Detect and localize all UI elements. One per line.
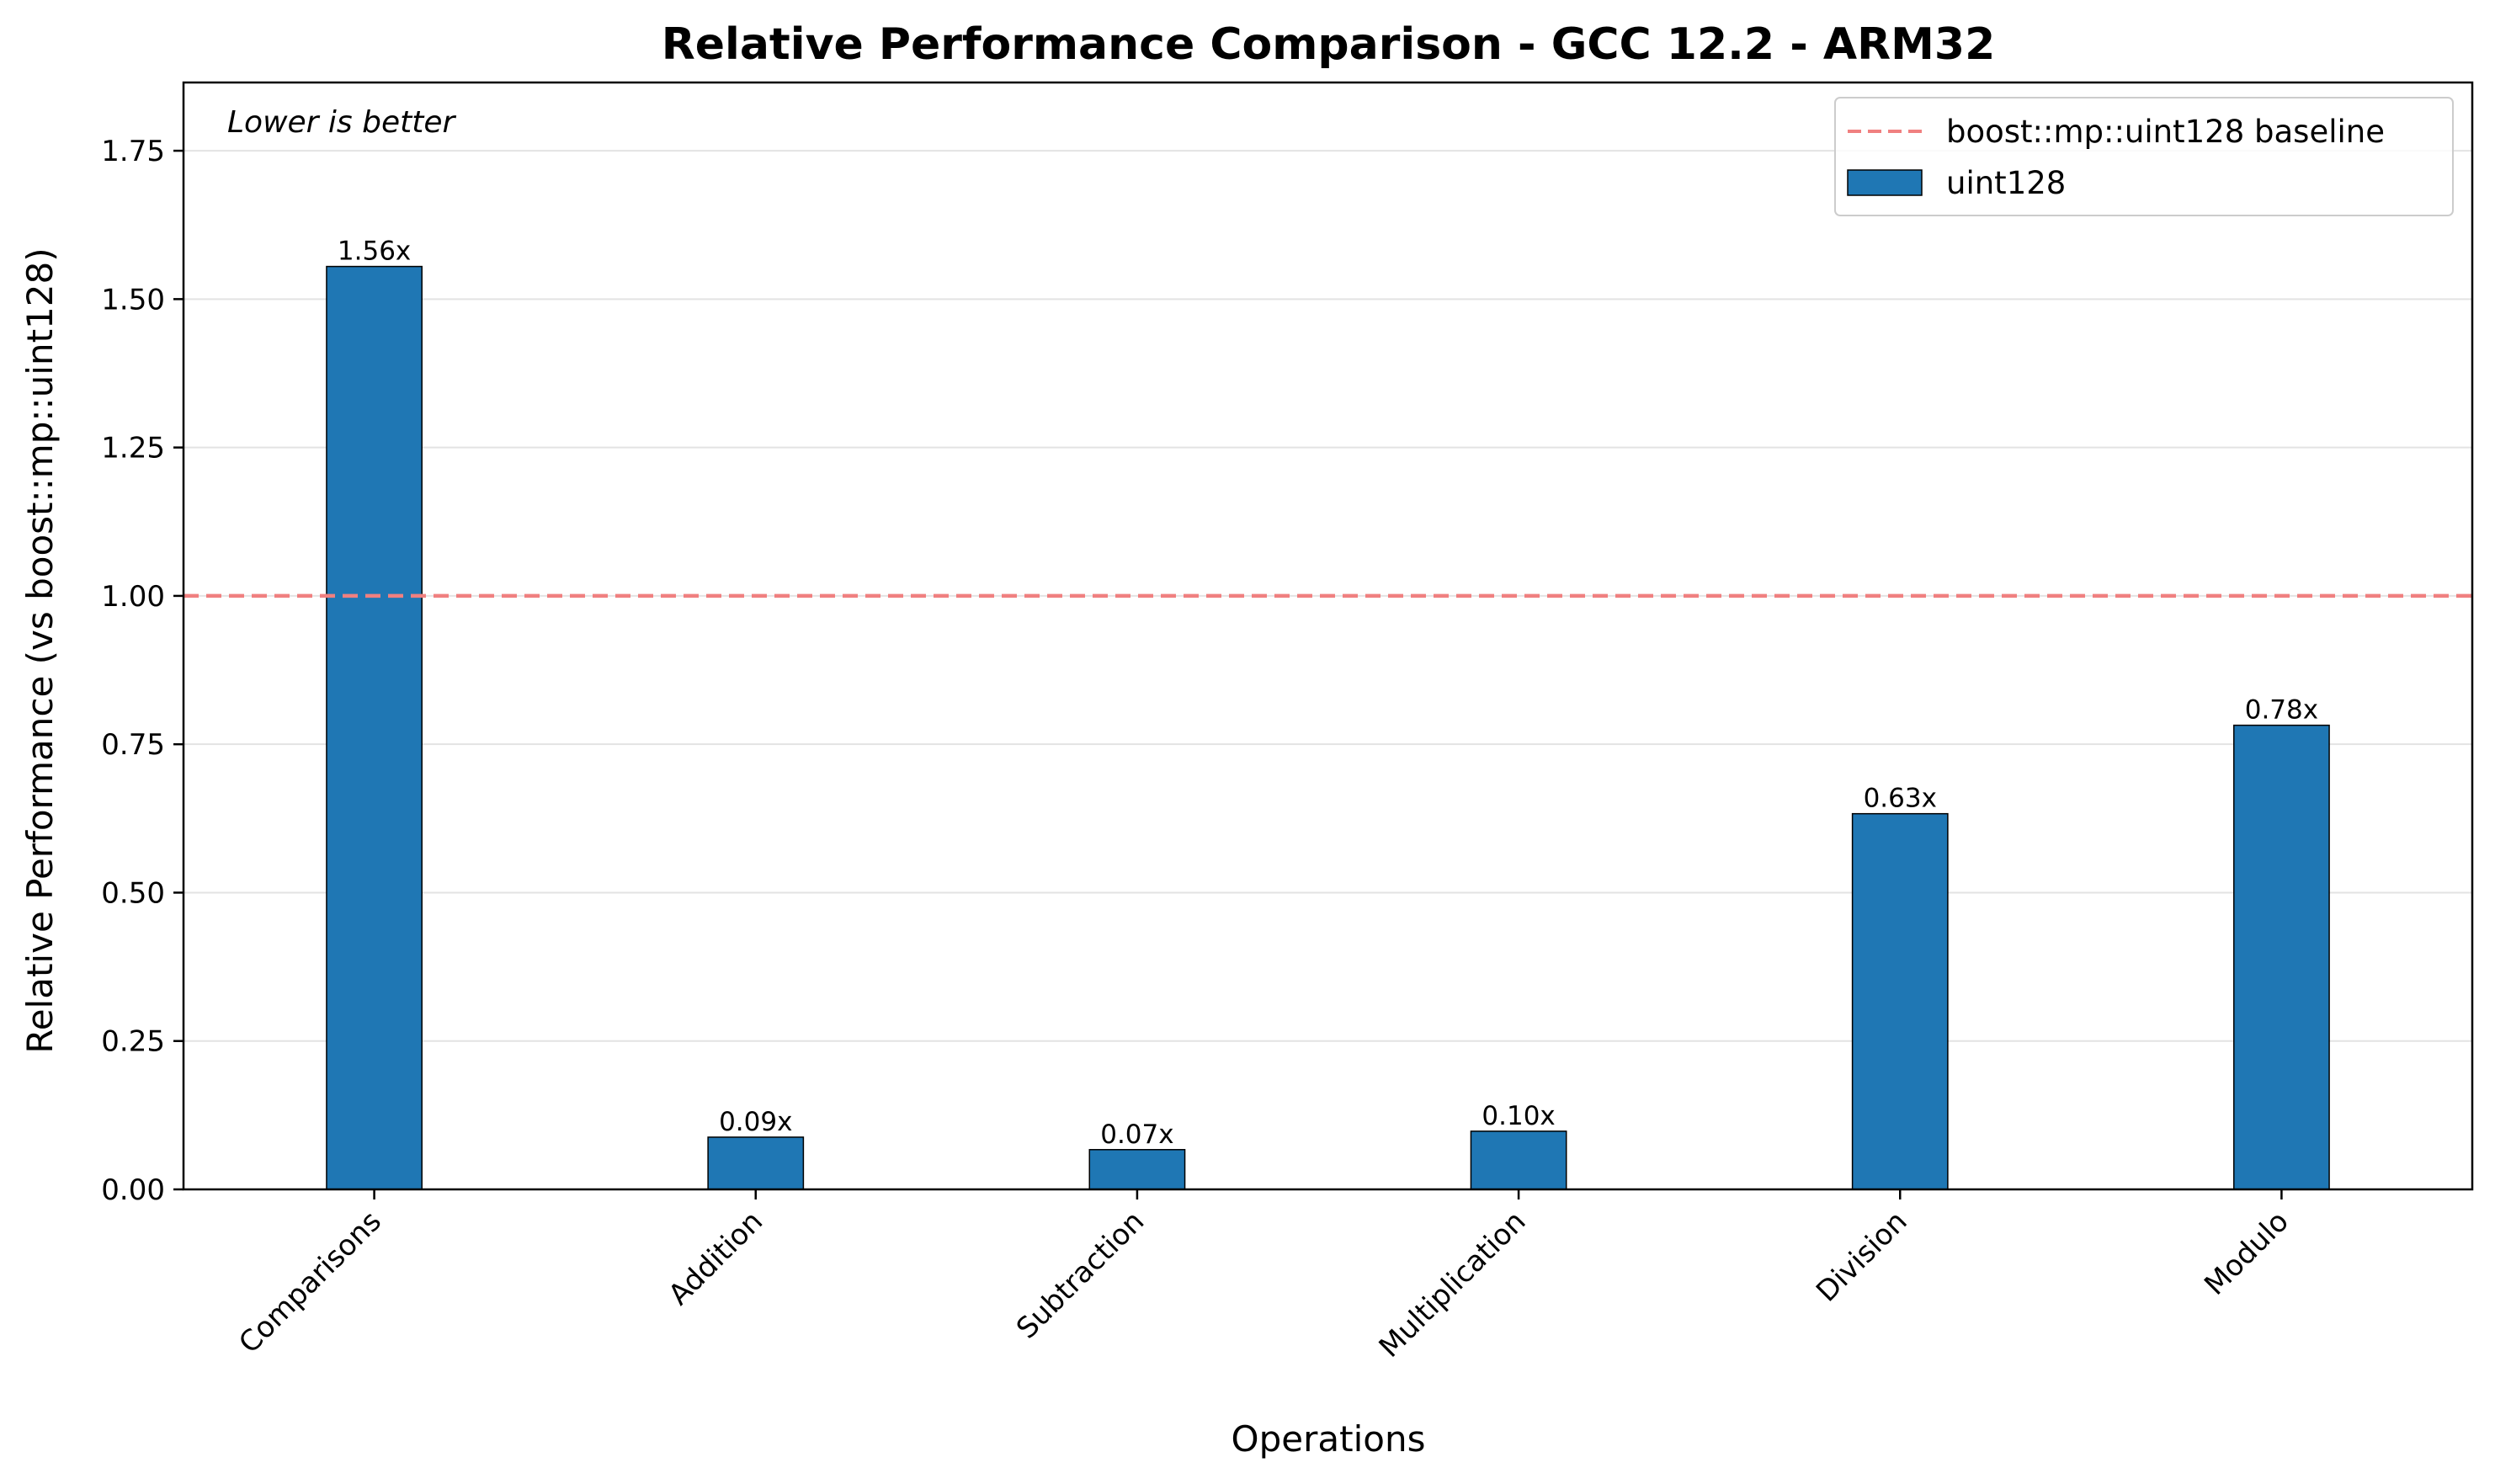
- bar-value-label: 0.09x: [719, 1107, 792, 1137]
- legend-bar-swatch: [1847, 169, 1923, 196]
- plot-frame: [182, 81, 2474, 1191]
- y-tick-label: 1.50: [101, 283, 165, 316]
- bar: [326, 265, 423, 1190]
- y-tick-label: 1.25: [101, 432, 165, 465]
- bar-value-label: 0.07x: [1100, 1120, 1173, 1150]
- x-axis-label: Operations: [1232, 1418, 1426, 1460]
- legend-series-label: uint128: [1946, 165, 2066, 201]
- y-tick-label: 0.50: [101, 876, 165, 910]
- chart-title: Relative Performance Comparison - GCC 12…: [662, 19, 1996, 70]
- bar: [1088, 1149, 1186, 1190]
- annotation-text: Lower is better: [227, 105, 456, 140]
- y-tick-label: 0.75: [101, 728, 165, 762]
- y-axis-ticks: 0.00 0.25 0.50 0.75 1.00 1.25 1.50 1.75: [101, 135, 184, 1207]
- y-tick-label: 1.75: [101, 135, 165, 168]
- y-axis-label: Relative Performance (vs boost::mp::uint…: [19, 247, 61, 1053]
- y-tick-label: 0.25: [101, 1025, 165, 1059]
- bar-value-label: 0.78x: [2245, 695, 2318, 726]
- legend-baseline-label: boost::mp::uint128 baseline: [1946, 114, 2385, 150]
- bar: [2233, 724, 2330, 1190]
- y-tick-label: 0.00: [101, 1173, 165, 1207]
- bar: [1470, 1130, 1567, 1190]
- legend: boost::mp::uint128 baseline uint128: [1834, 97, 2454, 216]
- bar: [707, 1136, 805, 1190]
- bars: [326, 265, 2330, 1190]
- bar-value-label: 0.63x: [1864, 784, 1937, 814]
- bar-value-label: 1.56x: [338, 237, 411, 267]
- bar: [1851, 812, 1949, 1190]
- bar-value-labels: 1.56x 0.09x 0.07x 0.10x 0.63x 0.78x: [338, 237, 2318, 1150]
- y-tick-label: 1.00: [101, 580, 165, 614]
- bar-value-label: 0.10x: [1482, 1101, 1555, 1131]
- legend-box: [1834, 97, 2454, 216]
